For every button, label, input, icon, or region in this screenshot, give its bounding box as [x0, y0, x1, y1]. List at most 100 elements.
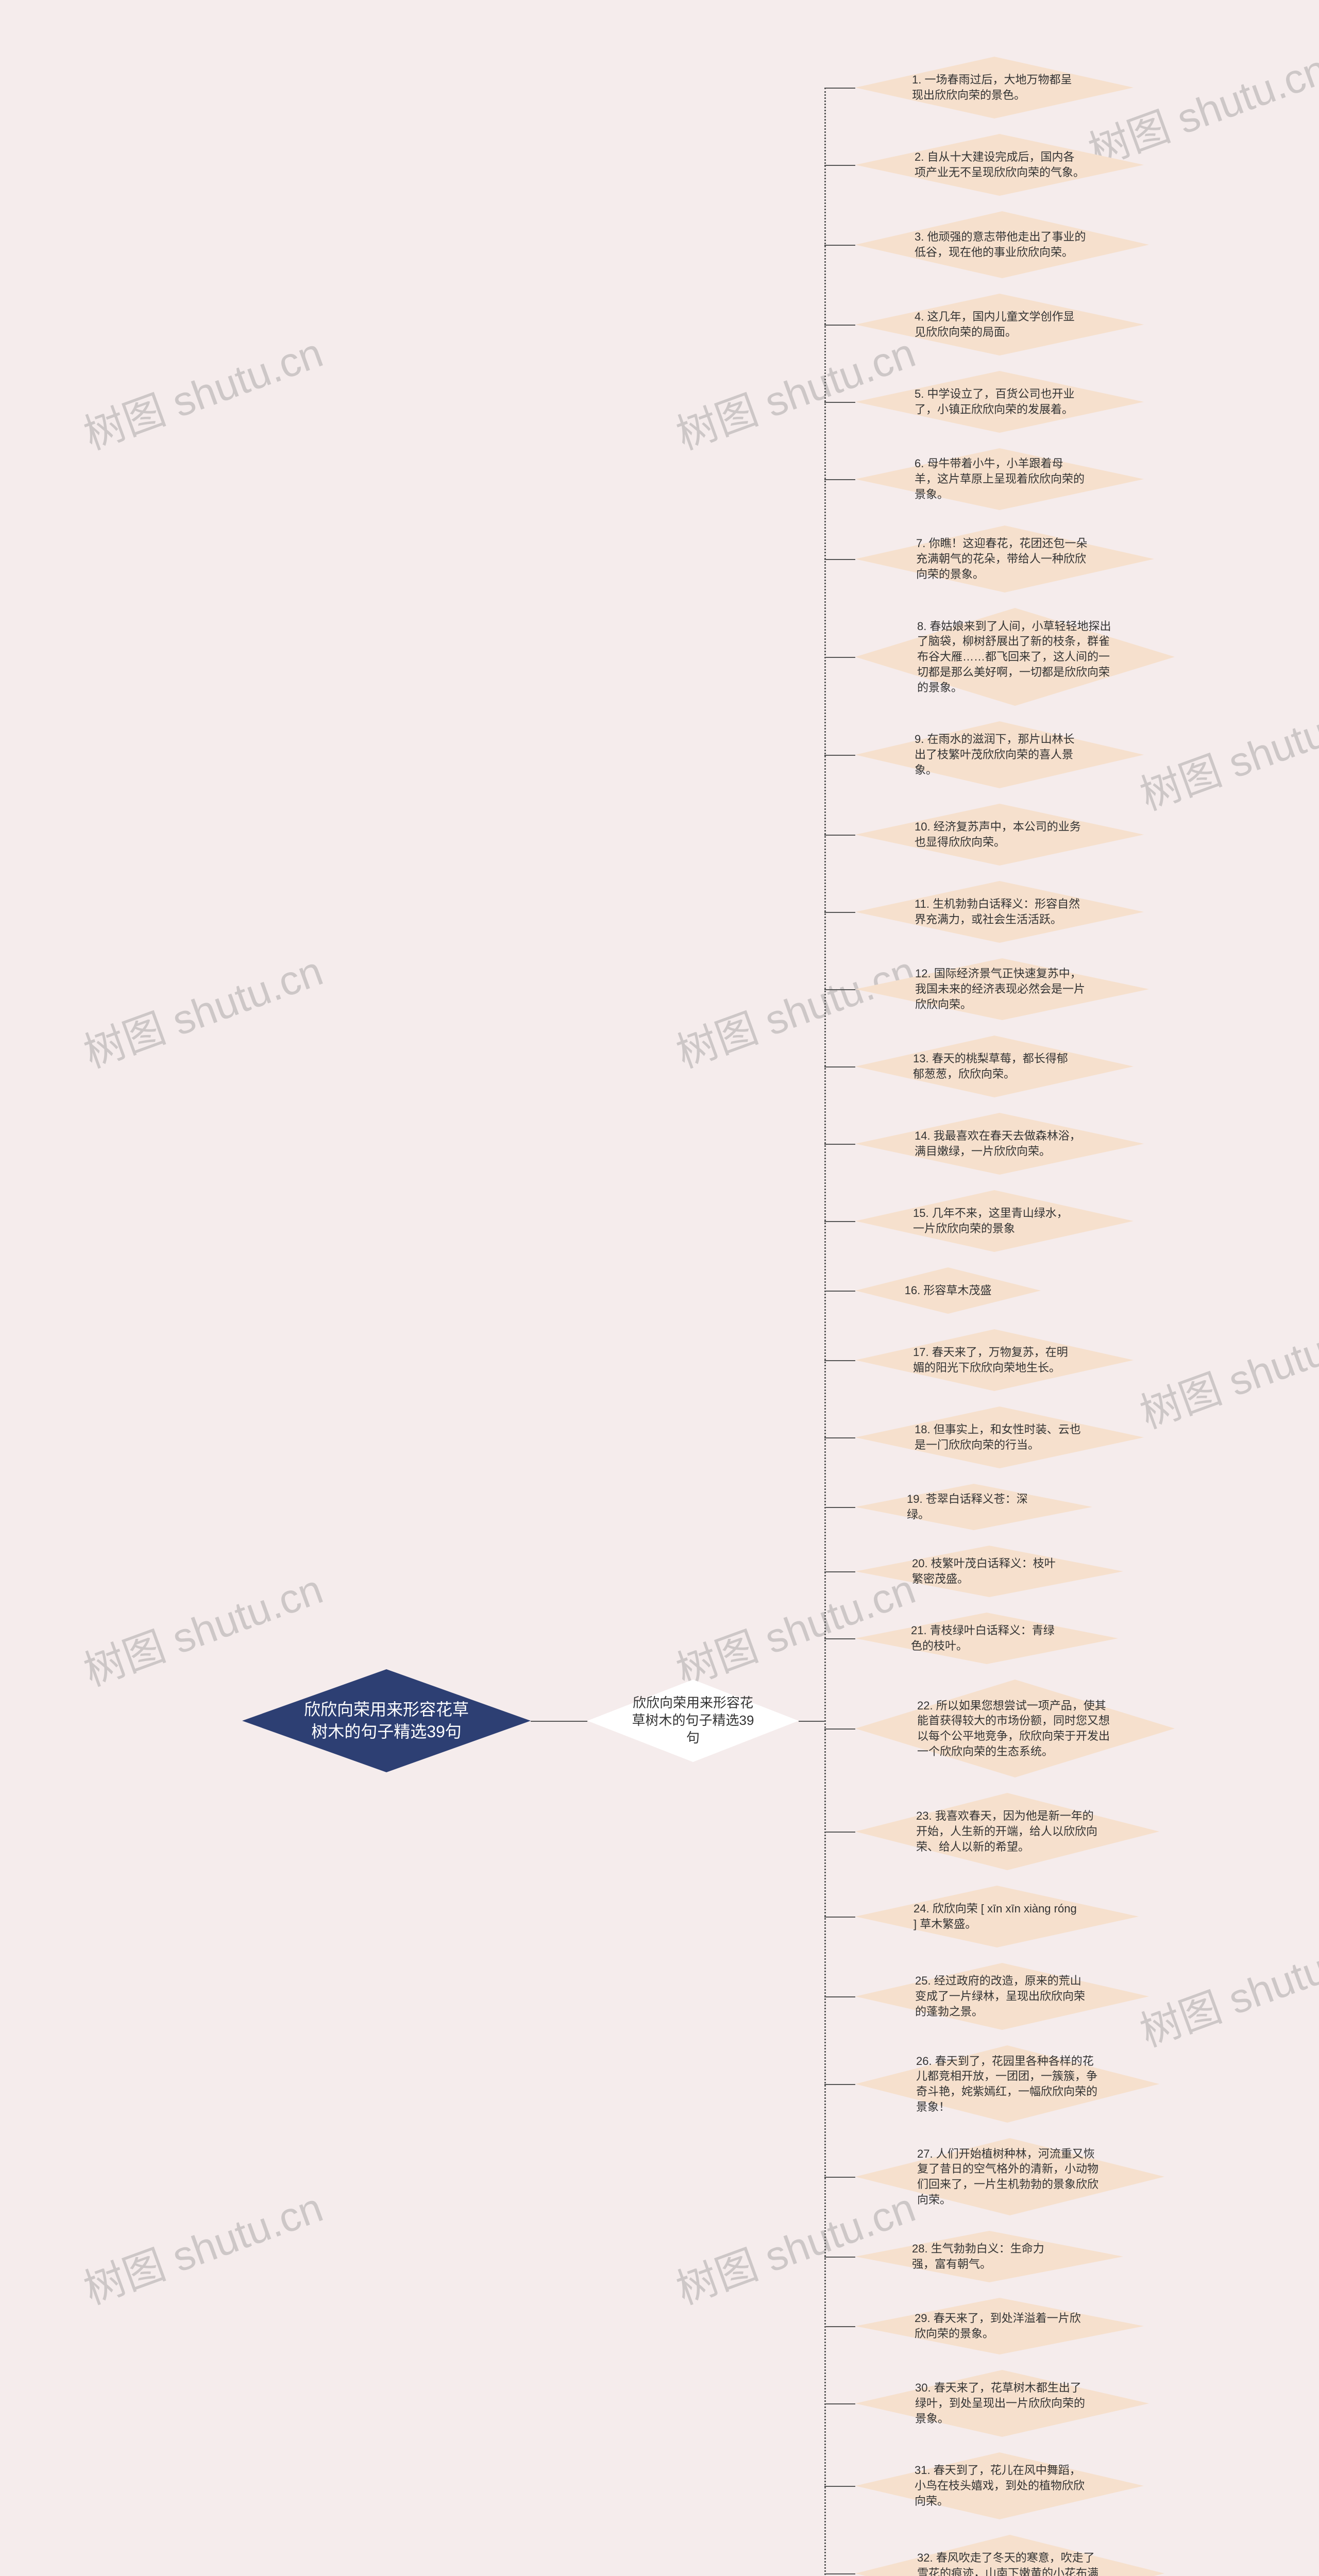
leaf-node-label: 10. 经济复苏声中，本公司的业务也显得欣欣向荣。	[855, 804, 1144, 866]
leaf-node-label: 5. 中学设立了，百货公司也开业了，小镇正欣欣向荣的发展着。	[855, 371, 1144, 433]
leaf-node-label: 30. 春天来了，花草树木都生出了绿叶，到处呈现出一片欣欣向荣的景象。	[855, 2370, 1149, 2437]
watermark: 树图 shutu.cn	[75, 2175, 330, 2316]
connector-branch	[824, 755, 855, 756]
leaf-node-label: 21. 青枝绿叶白话释义：青绿色的枝叶。	[855, 1613, 1118, 1664]
leaf-node-label: 15. 几年不来，这里青山绿水，一片欣欣向荣的景象	[855, 1190, 1134, 1252]
leaf-node: 18. 但事实上，和女性时装、云也是一门欣欣向荣的行当。	[855, 1406, 1144, 1468]
leaf-node: 13. 春天的桃梨草莓，都长得郁郁葱葱，欣欣向荣。	[855, 1036, 1134, 1097]
connector-branch	[824, 912, 855, 913]
leaf-node: 10. 经济复苏声中，本公司的业务也显得欣欣向荣。	[855, 804, 1144, 866]
connector-branch	[824, 402, 855, 403]
connector-branch	[824, 1638, 855, 1639]
leaf-node: 1. 一场春雨过后，大地万物都呈现出欣欣向荣的景色。	[855, 57, 1134, 118]
leaf-node-label: 12. 国际经济景气正快速复苏中，我国未来的经济表现必然会是一片欣欣向荣。	[855, 958, 1149, 1020]
connector-root-sub	[531, 1721, 587, 1722]
connector-branch	[824, 1728, 855, 1730]
leaf-node: 5. 中学设立了，百货公司也开业了，小镇正欣欣向荣的发展着。	[855, 371, 1144, 433]
leaf-node-label: 7. 你瞧！这迎春花，花团还包一朵充满朝气的花朵，带给人一种欣欣向荣的景象。	[855, 526, 1154, 592]
watermark: 树图 shutu.cn	[1131, 1299, 1319, 1440]
connector-branch	[824, 2326, 855, 2327]
leaf-node-label: 22. 所以如果您想尝试一项产品，使其能首获得较大的市场份额，同时您又想以每个公…	[855, 1680, 1175, 1777]
leaf-node: 11. 生机勃勃白话释义：形容自然界充满力，或社会生活活跃。	[855, 881, 1144, 943]
leaf-node: 32. 春风吹走了冬天的寒意，吹走了雪花的痕迹，山南下嫩黄的小花布满整个视野，一…	[855, 2535, 1164, 2576]
leaf-node-label: 13. 春天的桃梨草莓，都长得郁郁葱葱，欣欣向荣。	[855, 1036, 1134, 1097]
connector-branch	[824, 245, 855, 246]
leaf-node: 30. 春天来了，花草树木都生出了绿叶，到处呈现出一片欣欣向荣的景象。	[855, 2370, 1149, 2437]
leaf-node-label: 31. 春天到了，花儿在风中舞蹈，小鸟在枝头嬉戏，到处的植物欣欣向荣。	[855, 2452, 1144, 2519]
sub-node: 欣欣向荣用来形容花草树木的句子精选39句	[587, 1680, 799, 1762]
leaf-node: 20. 枝繁叶茂白话释义：枝叶繁密茂盛。	[855, 1546, 1123, 1597]
leaf-node-label: 3. 他顽强的意志带他走出了事业的低谷，现在他的事业欣欣向荣。	[855, 211, 1149, 278]
leaf-node-label: 23. 我喜欢春天，因为他是新一年的开始，人生新的开端，给人以欣欣向荣、给人以新…	[855, 1793, 1159, 1870]
leaf-node: 16. 形容草木茂盛	[855, 1267, 1041, 1314]
connector-branch	[824, 1360, 855, 1361]
leaf-node-label: 24. 欣欣向荣 [ xīn xīn xiàng róng ] 草木繁盛。	[855, 1886, 1139, 1947]
watermark: 树图 shutu.cn	[1131, 1917, 1319, 2059]
leaf-node: 14. 我最喜欢在春天去做森林浴，满目嫩绿，一片欣欣向荣。	[855, 1113, 1144, 1175]
leaf-node-label: 17. 春天来了，万物复苏，在明媚的阳光下欣欣向荣地生长。	[855, 1329, 1134, 1391]
sub-node-label: 欣欣向荣用来形容花草树木的句子精选39句	[587, 1680, 799, 1762]
leaf-node: 31. 春天到了，花儿在风中舞蹈，小鸟在枝头嬉戏，到处的植物欣欣向荣。	[855, 2452, 1144, 2519]
leaf-node-label: 2. 自从十大建设完成后，国内各项产业无不呈现欣欣向荣的气象。	[855, 134, 1144, 196]
connector-branch	[824, 2573, 855, 2574]
leaf-node-label: 9. 在雨水的滋润下，那片山林长出了枝繁叶茂欣欣向荣的喜人景象。	[855, 721, 1144, 788]
connector-branch	[824, 2257, 855, 2258]
leaf-node: 27. 人们开始植树种林，河流重又恢复了昔日的空气格外的清新，小动物们回来了，一…	[855, 2138, 1164, 2215]
leaf-node-label: 19. 苍翠白话释义苍：深绿。	[855, 1484, 1092, 1530]
leaf-node: 9. 在雨水的滋润下，那片山林长出了枝繁叶茂欣欣向荣的喜人景象。	[855, 721, 1144, 788]
leaf-node-label: 8. 春姑娘来到了人间，小草轻轻地探出了脑袋，柳树舒展出了新的枝条，群雀布谷大雁…	[855, 608, 1175, 706]
leaf-node: 28. 生气勃勃白义：生命力强，富有朝气。	[855, 2231, 1123, 2282]
connector-branch	[824, 835, 855, 836]
watermark: 树图 shutu.cn	[75, 320, 330, 462]
leaf-node: 26. 春天到了，花园里各种各样的花儿都竞相开放，一团团，一簇簇，争奇斗艳，姹紫…	[855, 2045, 1159, 2123]
connector-branch	[824, 1221, 855, 1222]
connector-branch	[824, 165, 855, 166]
connector-branch	[824, 559, 855, 560]
leaf-node-label: 18. 但事实上，和女性时装、云也是一门欣欣向荣的行当。	[855, 1406, 1144, 1468]
leaf-node-label: 1. 一场春雨过后，大地万物都呈现出欣欣向荣的景色。	[855, 57, 1134, 118]
mindmap-stage: 树图 shutu.cn 树图 shutu.cn 树图 shutu.cn 树图 shut…	[0, 0, 1319, 2576]
leaf-node-label: 32. 春风吹走了冬天的寒意，吹走了雪花的痕迹，山南下嫩黄的小花布满整个视野，一…	[855, 2535, 1164, 2576]
leaf-node: 2. 自从十大建设完成后，国内各项产业无不呈现欣欣向荣的气象。	[855, 134, 1144, 196]
leaf-node: 12. 国际经济景气正快速复苏中，我国未来的经济表现必然会是一片欣欣向荣。	[855, 958, 1149, 1020]
connector-sub-trunk	[799, 1721, 824, 1722]
root-node-label: 欣欣向荣用来形容花草树木的句子精选39句	[242, 1669, 531, 1772]
connector-branch	[824, 479, 855, 480]
connector-branch	[824, 2403, 855, 2404]
leaf-node: 25. 经过政府的改造，原来的荒山变成了一片绿林，呈现出欣欣向荣的蓬勃之景。	[855, 1963, 1149, 2030]
connector-trunk	[824, 88, 826, 2576]
leaf-node: 3. 他顽强的意志带他走出了事业的低谷，现在他的事业欣欣向荣。	[855, 211, 1149, 278]
leaf-node-label: 29. 春天来了，到处洋溢着一片欣欣向荣的景象。	[855, 2298, 1144, 2354]
connector-branch	[824, 1996, 855, 1997]
connector-branch	[824, 1144, 855, 1145]
connector-branch	[824, 1571, 855, 1572]
leaf-node-label: 11. 生机勃勃白话释义：形容自然界充满力，或社会生活活跃。	[855, 881, 1144, 943]
connector-branch	[824, 1066, 855, 1067]
leaf-node: 4. 这几年，国内儿童文学创作显见欣欣向荣的局面。	[855, 294, 1144, 355]
leaf-node: 6. 母牛带着小牛，小羊跟着母羊，这片草原上呈现着欣欣向荣的景象。	[855, 448, 1144, 510]
leaf-node-label: 27. 人们开始植树种林，河流重又恢复了昔日的空气格外的清新，小动物们回来了，一…	[855, 2138, 1164, 2215]
root-node: 欣欣向荣用来形容花草树木的句子精选39句	[242, 1669, 531, 1772]
connector-branch	[824, 1437, 855, 1438]
leaf-node-label: 20. 枝繁叶茂白话释义：枝叶繁密茂盛。	[855, 1546, 1123, 1597]
leaf-node: 23. 我喜欢春天，因为他是新一年的开始，人生新的开端，给人以欣欣向荣、给人以新…	[855, 1793, 1159, 1870]
leaf-node: 21. 青枝绿叶白话释义：青绿色的枝叶。	[855, 1613, 1118, 1664]
leaf-node: 24. 欣欣向荣 [ xīn xīn xiàng róng ] 草木繁盛。	[855, 1886, 1139, 1947]
leaf-node-label: 4. 这几年，国内儿童文学创作显见欣欣向荣的局面。	[855, 294, 1144, 355]
connector-branch	[824, 1832, 855, 1833]
leaf-node-label: 14. 我最喜欢在春天去做森林浴，满目嫩绿，一片欣欣向荣。	[855, 1113, 1144, 1175]
leaf-node: 19. 苍翠白话释义苍：深绿。	[855, 1484, 1092, 1530]
connector-branch	[824, 2084, 855, 2085]
leaf-node: 15. 几年不来，这里青山绿水，一片欣欣向荣的景象	[855, 1190, 1134, 1252]
connector-branch	[824, 2486, 855, 2487]
leaf-node: 22. 所以如果您想尝试一项产品，使其能首获得较大的市场份额，同时您又想以每个公…	[855, 1680, 1175, 1777]
leaf-node: 7. 你瞧！这迎春花，花团还包一朵充满朝气的花朵，带给人一种欣欣向荣的景象。	[855, 526, 1154, 592]
leaf-node: 8. 春姑娘来到了人间，小草轻轻地探出了脑袋，柳树舒展出了新的枝条，群雀布谷大雁…	[855, 608, 1175, 706]
leaf-node-label: 28. 生气勃勃白义：生命力强，富有朝气。	[855, 2231, 1123, 2282]
connector-branch	[824, 2177, 855, 2178]
leaf-node: 17. 春天来了，万物复苏，在明媚的阳光下欣欣向荣地生长。	[855, 1329, 1134, 1391]
connector-branch	[824, 657, 855, 658]
leaf-node-label: 16. 形容草木茂盛	[855, 1267, 1041, 1314]
watermark: 树图 shutu.cn	[75, 938, 330, 1080]
connector-branch	[824, 325, 855, 326]
